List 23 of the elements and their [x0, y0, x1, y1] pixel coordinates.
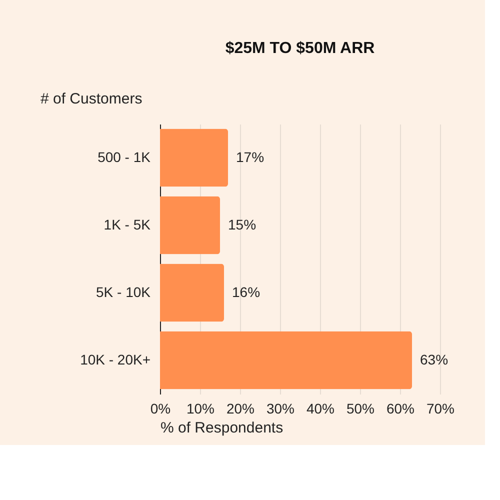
x-axis-title: % of Respondents	[160, 420, 284, 436]
y-tick-label: 1K - 5K	[104, 216, 152, 232]
y-tick-label: 10K - 20K+	[80, 351, 150, 368]
x-tick-label: 40%	[306, 400, 335, 416]
x-tick-label: 10%	[186, 400, 215, 416]
data-label: 63%	[420, 351, 448, 368]
x-tick-label: 30%	[266, 400, 295, 416]
data-label: 15%	[228, 216, 256, 232]
bar	[160, 128, 228, 187]
y-axis-title: # of Customers	[40, 90, 142, 108]
y-tick-label: 500 - 1K	[98, 148, 152, 165]
x-tick-label: 20%	[226, 400, 255, 416]
bar	[160, 264, 224, 322]
y-tick-label: 5K - 10K	[96, 284, 152, 300]
x-tick-label: 70%	[426, 400, 455, 416]
chart-title: $25M TO $50M ARR	[225, 40, 376, 57]
data-label: 17%	[236, 148, 264, 165]
x-tick-label: 60%	[386, 400, 415, 416]
x-tick-label: 50%	[346, 400, 375, 416]
bar	[160, 331, 412, 390]
bar	[160, 196, 220, 254]
data-label: 16%	[232, 284, 260, 300]
x-tick-label: 0%	[150, 400, 171, 416]
